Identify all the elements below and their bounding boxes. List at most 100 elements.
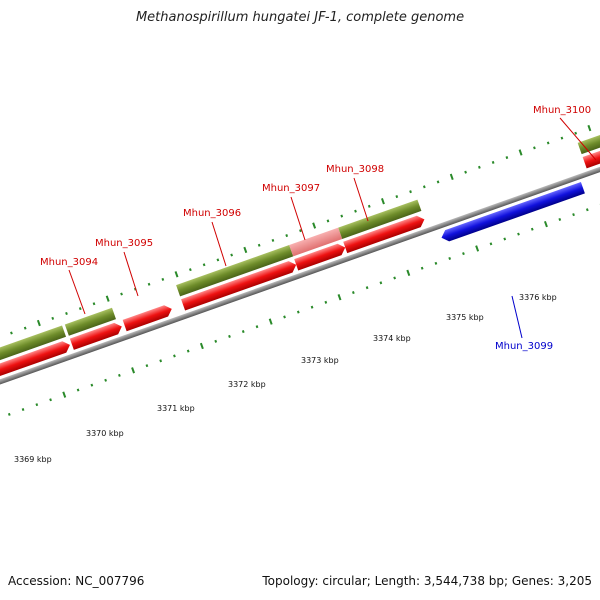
- major-tick: [36, 319, 41, 327]
- kbp-label: 3373 kbp: [301, 356, 339, 365]
- gene-label-mhun-3097: Mhun_3097: [262, 183, 320, 194]
- minor-tick: [546, 141, 550, 145]
- minor-tick: [379, 281, 383, 285]
- gene-arrow-forward: [69, 322, 122, 350]
- minor-tick: [202, 263, 206, 267]
- major-tick: [268, 318, 273, 325]
- minor-tick: [145, 364, 149, 368]
- minor-tick: [7, 412, 11, 416]
- minor-tick: [365, 286, 369, 290]
- gene-arrow-forward: [181, 261, 297, 311]
- minor-tick: [271, 238, 275, 242]
- gene-label-mhun-3095: Mhun_3095: [95, 238, 153, 249]
- minor-tick: [241, 330, 245, 334]
- minor-tick: [90, 383, 94, 387]
- minor-tick: [558, 217, 562, 221]
- minor-tick: [147, 282, 151, 286]
- major-tick: [62, 391, 67, 398]
- minor-tick: [216, 258, 220, 262]
- major-tick: [475, 245, 480, 252]
- cds-bar: [577, 122, 600, 155]
- cds-bar: [0, 325, 67, 369]
- callout-line: [353, 177, 369, 222]
- minor-tick: [230, 253, 234, 257]
- minor-tick: [464, 170, 467, 174]
- minor-tick: [296, 310, 300, 314]
- minor-tick: [420, 266, 424, 270]
- minor-tick: [422, 185, 426, 189]
- callout-line: [290, 196, 306, 241]
- major-tick: [105, 295, 110, 302]
- minor-tick: [299, 229, 302, 233]
- callout-line: [68, 269, 86, 315]
- callout-line: [511, 295, 523, 339]
- major-tick: [518, 149, 523, 156]
- minor-tick: [395, 195, 399, 199]
- kbp-label: 3375 kbp: [446, 313, 484, 322]
- minor-tick: [324, 300, 328, 304]
- minor-tick: [393, 276, 396, 280]
- minor-tick: [351, 291, 355, 295]
- gene-label-mhun-3098: Mhun_3098: [326, 164, 384, 175]
- callout-line: [211, 221, 227, 267]
- cds-track: [0, 122, 600, 369]
- minor-tick: [489, 242, 493, 246]
- minor-tick: [173, 354, 176, 358]
- gene-label-mhun-3100: Mhun_3100: [533, 105, 591, 116]
- minor-tick: [326, 219, 330, 223]
- reverse-tick-row: [7, 203, 600, 416]
- minor-tick: [10, 331, 13, 335]
- gene-label-mhun-3096: Mhun_3096: [183, 208, 241, 219]
- map-title: Methanospirillum hungatei JF-1, complete…: [135, 10, 465, 25]
- minor-tick: [51, 316, 55, 320]
- minor-tick: [436, 180, 440, 184]
- minor-tick: [367, 204, 371, 208]
- minor-tick: [118, 373, 121, 377]
- kbp-label: 3374 kbp: [373, 334, 411, 343]
- kbp-label: 3372 kbp: [228, 380, 266, 389]
- major-tick: [406, 269, 411, 277]
- gene-label-mhun-3094: Mhun_3094: [40, 257, 98, 268]
- minor-tick: [503, 237, 507, 241]
- major-tick: [337, 294, 342, 301]
- minor-tick: [585, 208, 589, 212]
- minor-tick: [188, 268, 192, 272]
- minor-tick: [448, 256, 452, 260]
- minor-tick: [505, 156, 509, 160]
- kbp-label: 3369 kbp: [14, 455, 52, 464]
- minor-tick: [574, 131, 578, 135]
- minor-tick: [462, 252, 465, 256]
- kbp-label: 3370 kbp: [86, 429, 124, 438]
- gene-arrow-forward: [122, 305, 172, 332]
- major-tick: [312, 222, 317, 229]
- kbp-label: 3371 kbp: [157, 404, 195, 413]
- cds-bar: [338, 199, 422, 239]
- forward-tick-row: [10, 124, 592, 335]
- minor-tick: [186, 349, 190, 353]
- genome-summary-text: Topology: circular; Length: 3,544,738 bp…: [262, 574, 592, 588]
- callout-line: [123, 251, 139, 297]
- major-tick: [381, 198, 385, 205]
- cds-bar: [176, 245, 294, 297]
- gene-label-mhun-3099: Mhun_3099: [495, 341, 553, 352]
- minor-tick: [65, 312, 68, 316]
- minor-tick: [23, 326, 27, 330]
- cds-bar: [64, 307, 116, 336]
- minor-tick: [409, 190, 412, 194]
- minor-tick: [533, 146, 536, 150]
- minor-tick: [76, 388, 80, 392]
- minor-tick: [92, 302, 96, 306]
- minor-tick: [255, 325, 259, 329]
- gene-arrow-reverse: [441, 182, 585, 242]
- accession-text: Accession: NC_007796: [8, 574, 145, 588]
- major-tick: [243, 246, 248, 254]
- gene-arrow-forward: [0, 341, 70, 383]
- callout-line: [559, 117, 597, 161]
- minor-tick: [434, 261, 438, 265]
- minor-tick: [560, 136, 564, 140]
- minor-tick: [285, 234, 289, 238]
- gene-arrow-forward: [343, 215, 425, 254]
- minor-tick: [491, 160, 495, 164]
- major-tick: [587, 124, 592, 132]
